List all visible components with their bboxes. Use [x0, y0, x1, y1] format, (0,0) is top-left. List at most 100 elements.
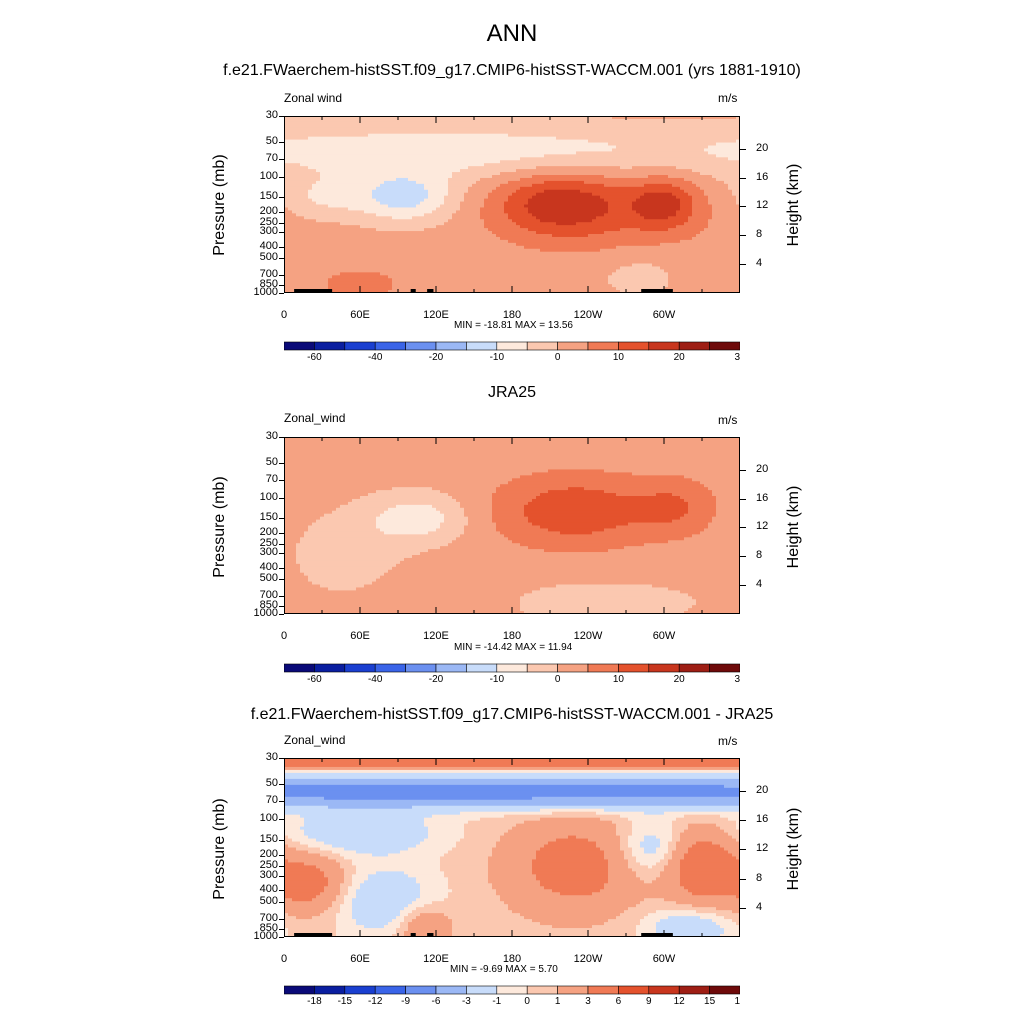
contour-cell — [364, 213, 369, 217]
contour-cell — [352, 245, 357, 250]
contour-cell — [604, 216, 609, 220]
contour-cell — [536, 219, 541, 223]
contour-cell — [548, 236, 553, 241]
contour-cell — [472, 142, 477, 147]
contour-cell — [600, 172, 605, 176]
contour-cell — [424, 169, 429, 173]
contour-cell — [308, 245, 313, 250]
contour-cell — [396, 231, 401, 235]
contour-cell — [600, 118, 605, 123]
contour-cell — [524, 183, 529, 188]
contour-cell — [576, 142, 581, 147]
contour-cell — [528, 219, 533, 223]
contour-cell — [456, 251, 461, 256]
contour-cell — [512, 284, 517, 288]
contour-cell — [408, 136, 413, 141]
contour-cell — [356, 145, 361, 150]
contour-cell — [376, 163, 381, 167]
contour-cell — [440, 269, 445, 273]
contour-cell — [500, 169, 505, 173]
contour-cell — [592, 195, 597, 200]
contour-cell — [332, 272, 337, 276]
contour-cell — [568, 269, 573, 273]
contour-cell — [500, 236, 505, 241]
contour-cell — [488, 228, 493, 232]
contour-cell — [388, 248, 393, 253]
contour-cell — [496, 228, 501, 232]
contour-cell — [496, 281, 501, 285]
contour-cell — [396, 236, 401, 241]
contour-cell — [304, 225, 309, 229]
contour-cell — [444, 222, 449, 226]
contour-cell — [348, 213, 353, 217]
contour-cell — [332, 145, 337, 150]
contour-cell — [552, 225, 557, 229]
contour-cell — [488, 260, 493, 265]
contour-cell — [376, 124, 381, 129]
contour-cell — [308, 239, 313, 244]
contour-cell — [396, 124, 401, 129]
contour-cell — [404, 272, 409, 276]
contour-cell — [384, 213, 389, 217]
contour-cell — [512, 204, 517, 209]
contour-cell — [576, 204, 581, 209]
contour-cell — [596, 245, 601, 250]
contour-cell — [300, 121, 305, 126]
contour-cell — [372, 124, 377, 129]
contour-cell — [352, 236, 357, 241]
contour-cell — [508, 142, 513, 147]
contour-cell — [364, 127, 369, 132]
contour-cell — [372, 118, 377, 123]
contour-cell — [576, 225, 581, 229]
contour-cell — [532, 239, 537, 244]
contour-cell — [312, 172, 317, 176]
contour-cell — [600, 160, 605, 164]
contour-cell — [536, 139, 541, 144]
contour-cell — [384, 116, 389, 120]
contour-cell — [324, 263, 329, 268]
contour-cell — [496, 118, 501, 123]
contour-cell — [516, 186, 521, 191]
contour-cell — [436, 204, 441, 209]
contour-cell — [440, 278, 445, 282]
contour-cell — [432, 192, 437, 197]
contour-cell — [424, 151, 429, 155]
contour-cell — [540, 225, 545, 229]
contour-cell — [524, 269, 529, 273]
contour-cell — [296, 228, 301, 232]
contour-cell — [544, 133, 549, 138]
contour-cell — [292, 157, 297, 161]
contour-cell — [540, 207, 545, 211]
contour-cell — [332, 124, 337, 129]
contour-cell — [524, 216, 529, 220]
contour-cell — [468, 180, 473, 185]
contour-cell — [380, 263, 385, 268]
contour-cell — [536, 169, 541, 173]
contour-cell — [452, 222, 457, 226]
contour-cell — [432, 186, 437, 191]
contour-cell — [512, 263, 517, 268]
contour-cell — [352, 130, 357, 135]
contour-cell — [448, 225, 453, 229]
contour-cell — [436, 254, 441, 259]
contour-cell — [544, 145, 549, 150]
contour-cell — [540, 139, 545, 144]
contour-cell — [464, 254, 469, 259]
contour-cell — [516, 151, 521, 155]
contour-cell — [356, 272, 361, 276]
contour-cell — [580, 204, 585, 209]
contour-cell — [388, 133, 393, 138]
contour-cell — [324, 266, 329, 270]
contour-cell — [468, 242, 473, 247]
contour-cell — [588, 281, 593, 285]
contour-cell — [548, 231, 553, 235]
contour-cell — [372, 163, 377, 167]
contour-cell — [580, 157, 585, 161]
contour-cell — [448, 180, 453, 185]
contour-cell — [360, 219, 365, 223]
contour-cell — [452, 121, 457, 126]
contour-cell — [368, 116, 373, 120]
contour-cell — [492, 290, 497, 293]
contour-cell — [396, 225, 401, 229]
contour-cell — [464, 239, 469, 244]
